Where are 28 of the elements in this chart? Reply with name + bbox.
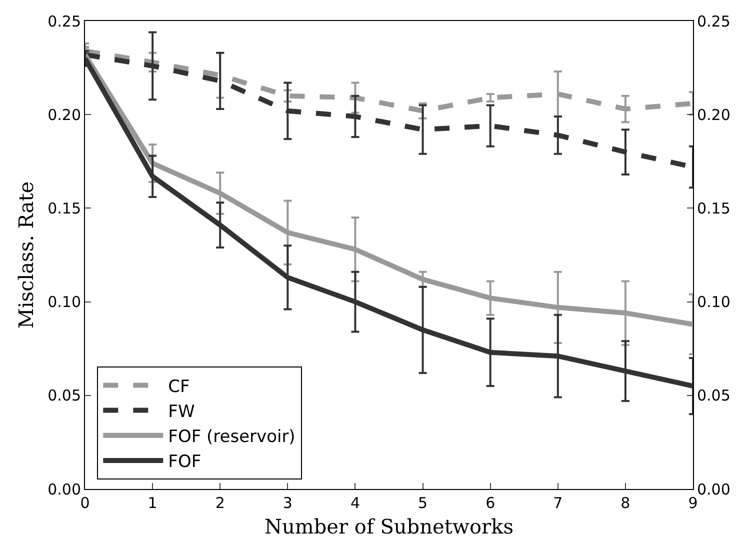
- x-tick-label: 2: [215, 494, 225, 512]
- y2-tick-label: 0.10: [697, 293, 730, 312]
- y2-tick-label: 0.20: [697, 106, 730, 124]
- y2-tick-label: 0.15: [697, 199, 730, 218]
- legend-label: FOF (reservoir): [168, 427, 296, 448]
- y-axis-title: Misclass. Rate: [14, 181, 38, 329]
- y-tick-label: 0.05: [48, 386, 81, 405]
- x-tick-label: 1: [148, 494, 158, 512]
- x-tick-label: 9: [688, 494, 698, 512]
- legend-label: FOF: [168, 452, 202, 472]
- x-tick-label: 6: [486, 494, 496, 512]
- y-tick-label: 0.25: [48, 12, 81, 30]
- x-tick-label: 7: [553, 494, 563, 512]
- y2-tick-label: 0.00: [697, 480, 730, 498]
- y-tick-label: 0.10: [48, 293, 81, 312]
- x-tick-label: 5: [418, 494, 428, 512]
- x-tick-label: 4: [350, 494, 360, 512]
- y-tick-label: 0.15: [48, 199, 81, 218]
- x-axis-title: Number of Subnetworks: [264, 514, 514, 538]
- y2-tick-label: 0.05: [697, 386, 730, 405]
- legend-label: CF: [168, 376, 190, 397]
- x-tick-label: 8: [620, 494, 630, 512]
- y-tick-label: 0.00: [48, 480, 81, 498]
- x-tick-label: 3: [282, 494, 292, 512]
- y-tick-label: 0.20: [48, 106, 81, 124]
- y2-tick-label: 0.25: [697, 12, 730, 30]
- legend-label: FW: [168, 402, 195, 422]
- x-tick-label: 0: [80, 494, 90, 512]
